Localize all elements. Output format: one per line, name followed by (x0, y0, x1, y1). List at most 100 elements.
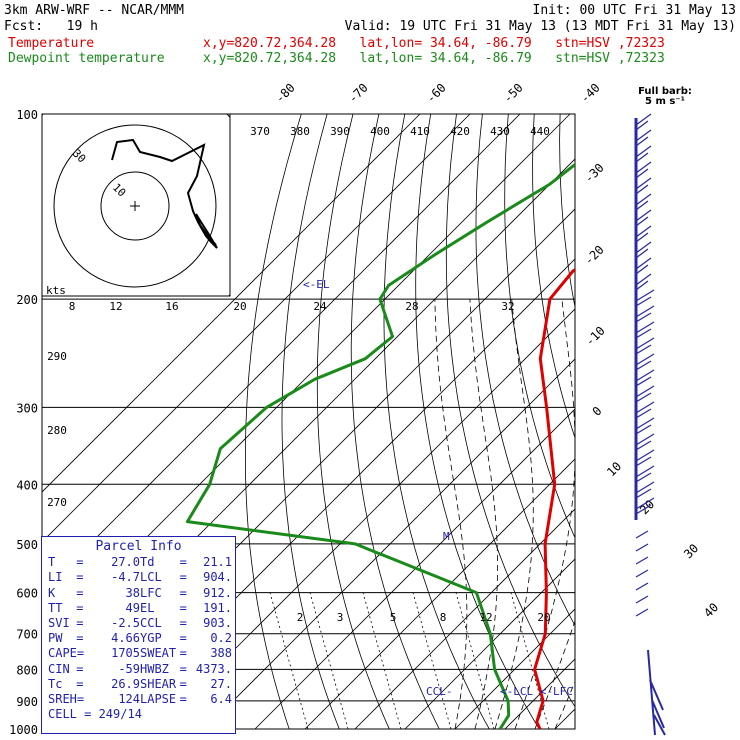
wind-barb (635, 449, 655, 467)
hodo-speed-label: 20 (233, 300, 246, 313)
wind-barb (635, 497, 655, 515)
temperature-tick-label: -70 (346, 81, 371, 106)
wind-barb (635, 353, 655, 371)
parcel-key: SVI (48, 616, 70, 631)
ccl-marker: CCL- (426, 685, 453, 698)
valid-time: Valid: 19 UTC Fri 31 May 13 (13 MDT Fri … (344, 19, 736, 34)
isotherm (454, 608, 575, 729)
parcel-value: 27. (210, 676, 232, 691)
temperature-tick-label: -30 (582, 161, 607, 186)
parcel-key: EL (140, 600, 155, 615)
isotherm (404, 558, 575, 729)
temperature-tick-label: -80 (273, 81, 298, 106)
wind-barb (635, 401, 655, 419)
parcel-value: 26.9 (111, 676, 140, 691)
parcel-value: 1705 (111, 646, 140, 661)
wind-barb (635, 369, 655, 387)
barb-legend-title: Full barb: (638, 86, 692, 97)
parcel-key: CAPE (48, 646, 77, 661)
parcel-info-title: Parcel Info (95, 539, 182, 554)
parcel-value: -59 (118, 661, 140, 676)
temperature-tick-label: -20 (582, 243, 607, 268)
temperature-tick-label: 30 (681, 541, 701, 561)
wind-barb (635, 225, 652, 243)
theta-label: 380 (290, 125, 310, 138)
parcel-value: 904. (203, 570, 232, 585)
hodo-speed-label: 28 (405, 300, 418, 313)
dry-adiabat (586, 114, 740, 740)
moist-adiabat (534, 619, 575, 729)
pressure-label: 800 (16, 663, 38, 677)
parcel-key: YGP (140, 631, 162, 646)
el-marker: <-EL (303, 278, 330, 291)
dry-adiabat (445, 114, 575, 708)
wind-barb (635, 305, 655, 323)
wind-barb (635, 556, 649, 565)
mixing-ratio-label: 8 (440, 611, 447, 624)
hodo-frame (41, 113, 231, 297)
parcel-key: SHEAR (140, 676, 177, 691)
parcel-info-panel: Parcel Info T = 27.0 Td = 21.1 LI = -4.7 LCL = 90… (41, 536, 236, 734)
parcel-value: 21.1 (203, 555, 232, 570)
hodo-trace (111, 138, 218, 249)
wind-barb (635, 273, 652, 291)
temperature-location: x,y=820.72,364.28 lat,lon= 34.64, -86.79… (203, 36, 665, 51)
mixing-ratio-line (455, 592, 495, 729)
hodo-ring (100, 171, 170, 241)
hodo-ring (53, 124, 217, 288)
parcel-value: 191. (203, 600, 232, 615)
dry-adiabat (664, 114, 740, 740)
forecast-hour: Fcst: 19 h (4, 19, 98, 34)
wind-barb (635, 582, 649, 591)
parcel-value: 912. (203, 585, 232, 600)
temperature-tick-label: -60 (424, 81, 449, 106)
mixing-ratio-line (309, 592, 349, 729)
parcel-value: 38 (125, 585, 140, 600)
pressure-label: 600 (16, 587, 38, 601)
temperature-profile (533, 267, 575, 729)
hodo-speed-label: 32 (501, 300, 514, 313)
parcel-cell: CELL = 249/14 (48, 707, 142, 722)
mixing-ratio-line (362, 592, 402, 729)
dry-adiabat (383, 114, 490, 729)
parcel-key: SREH (48, 692, 77, 707)
moist-adiabat (554, 680, 575, 729)
temperature-tick-label: -10 (583, 324, 608, 349)
mixing-ratio-line (269, 592, 309, 729)
parcel-key: LAPSE (140, 692, 177, 707)
parcel-key: LCL (140, 570, 162, 585)
hodo-speed-label: 16 (165, 300, 178, 313)
wind-barb (635, 385, 655, 403)
wind-barb (635, 417, 655, 435)
parcel-info-row: SVI = -2.5 CCL = 903. (48, 616, 232, 631)
wind-barb (635, 161, 652, 179)
hodo-speed-label: 12 (109, 300, 122, 313)
parcel-key: SWEAT (140, 646, 177, 661)
mixing-ratio-label: 3 (337, 611, 344, 624)
wind-barb (635, 113, 652, 131)
pressure-label: 1000 (9, 723, 38, 737)
temperature-legend: Temperature (8, 36, 95, 51)
pressure-label: 500 (16, 538, 38, 552)
parcel-key: K (48, 585, 56, 600)
hodo-speed-label: 24 (313, 300, 327, 313)
mixing-ratio-label: 2 (297, 611, 304, 624)
wind-barb (635, 337, 655, 355)
hodo-speed-label: 8 (69, 300, 76, 313)
isotherm (42, 114, 471, 543)
isotherm (42, 114, 521, 593)
wind-barb (635, 569, 649, 578)
dry-adiabat (612, 114, 740, 740)
theta-label: 400 (370, 125, 390, 138)
dry-adiabat (245, 114, 302, 729)
dry-adiabat (532, 114, 575, 439)
parcel-info-row: Tc = 26.9 SHEAR = 27. (48, 676, 232, 691)
theta-label: 280 (47, 424, 67, 437)
barb-legend-units: 5 m s⁻¹ (645, 96, 685, 107)
parcel-value: -4.7 (111, 570, 140, 585)
parcel-info-row: CIN = -59 HWBZ = 4373. (48, 661, 232, 676)
lcl-lfc-marker: <-LCL <-LFC (500, 685, 573, 698)
wind-barb (635, 129, 652, 147)
parcel-value: 124 (118, 692, 140, 707)
